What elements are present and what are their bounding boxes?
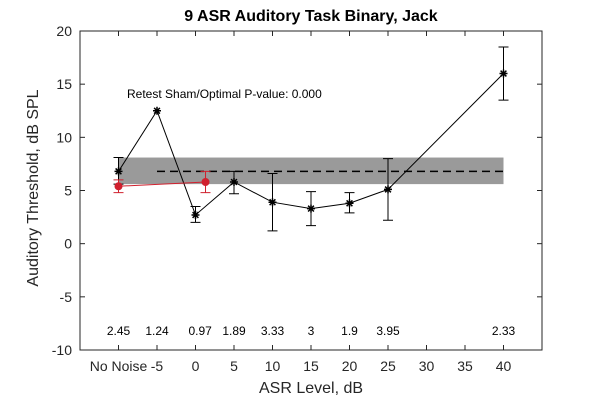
x-tick-label-7: 25: [380, 358, 396, 374]
y-axis-label: Auditory Threshold, dB SPL: [25, 89, 42, 286]
axes-box: [79, 30, 543, 351]
data-point-0-0: [114, 167, 123, 176]
n-label-2: 0.97: [188, 324, 212, 338]
n-label-8: 2.33: [492, 324, 516, 338]
chart-title: 9 ASR Auditory Task Binary, Jack: [184, 8, 438, 25]
y-tick-label-4: 10: [56, 129, 72, 145]
x-tick-label-5: 15: [303, 358, 319, 374]
series-line-1: [118, 181, 206, 187]
y-tick-label-6: 20: [56, 23, 72, 39]
x-tick-label-4: 10: [265, 358, 281, 374]
x-axis-label: ASR Level, dB: [259, 380, 363, 397]
x-tick-label-10: 40: [496, 358, 512, 374]
x-tick-label-8: 30: [419, 358, 435, 374]
y-tick-label-5: 15: [56, 76, 72, 92]
y-tick-label-0: -10: [52, 342, 72, 358]
data-point-0-2: [191, 210, 200, 219]
n-label-7: 3.95: [376, 324, 400, 338]
data-point-0-4: [268, 198, 277, 207]
n-label-0: 2.45: [107, 324, 131, 338]
y-tick-label-1: -5: [60, 289, 73, 305]
n-label-3: 1.89: [222, 324, 246, 338]
x-tick-label-1: -5: [151, 358, 164, 374]
n-label-6: 1.9: [341, 324, 358, 338]
data-point-0-8: [499, 69, 508, 78]
data-point-0-5: [307, 204, 315, 213]
data-point-0-1: [153, 106, 161, 115]
data-point-0-3: [230, 177, 238, 186]
x-tick-label-2: 0: [192, 358, 200, 374]
data-point-0-7: [384, 185, 392, 194]
x-tick-label-9: 35: [457, 358, 473, 374]
n-label-4: 3.33: [261, 324, 285, 338]
y-tick-label-3: 5: [64, 183, 72, 199]
plot-area: 2.45 1.24 0.97 1.89 3.33 3 1.9 3.95 2.33 -10 -5 0 5 1…: [52, 23, 543, 374]
data-point-1-0: [114, 182, 123, 191]
data-point-1-1: [201, 177, 210, 186]
annotation-pvalue: Retest Sham/Optimal P-value: 0.000: [127, 87, 322, 101]
n-label-1: 1.24: [145, 324, 169, 338]
y-tick-label-2: 0: [64, 236, 72, 252]
x-tick-label-6: 20: [342, 358, 358, 374]
x-tick-label-0: No Noise: [90, 358, 148, 374]
x-tick-label-3: 5: [230, 358, 238, 374]
data-point-0-6: [345, 199, 354, 208]
n-label-5: 3: [308, 324, 315, 338]
